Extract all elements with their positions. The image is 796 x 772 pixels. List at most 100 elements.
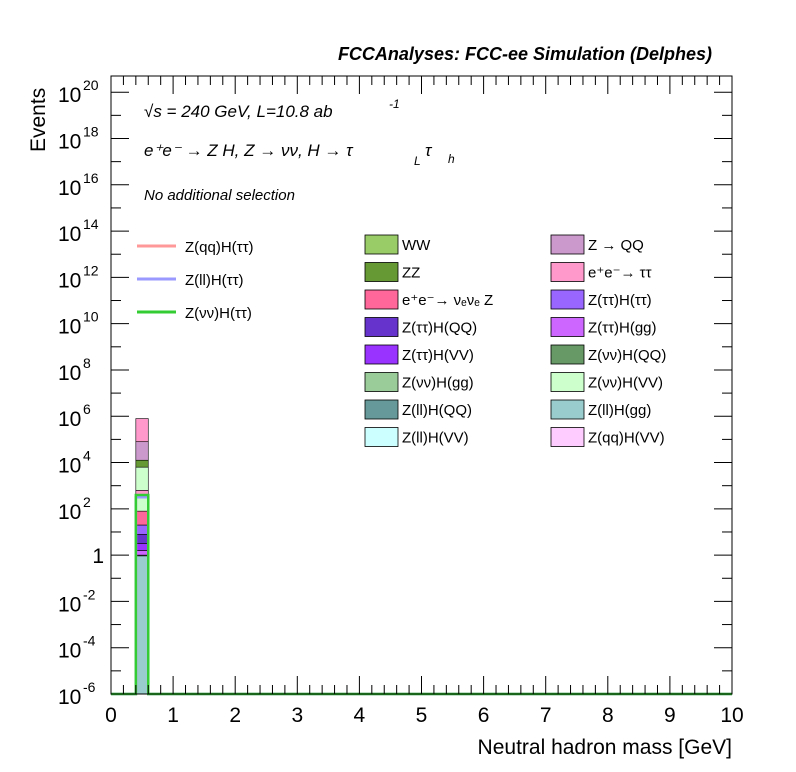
legend-swatch-13 bbox=[550, 399, 585, 420]
bar-segment-Z-QQ-11 bbox=[135, 441, 149, 461]
legend-swatch-9 bbox=[550, 344, 585, 365]
y-tick-exp-13: -6 bbox=[83, 679, 96, 695]
legend-swatch-8 bbox=[364, 344, 399, 365]
x-tick-label-7: 7 bbox=[540, 704, 552, 727]
y-tick-base-12: 10 bbox=[58, 640, 81, 663]
legend-swatch-0 bbox=[364, 234, 399, 255]
y-tick-label-2: 10 16 bbox=[58, 170, 99, 200]
x-axis-label: Neutral hadron mass [GeV] bbox=[478, 736, 732, 759]
process-tau: τ bbox=[425, 141, 433, 160]
legend-swatch-5 bbox=[550, 289, 585, 310]
y-tick-exp-11: -2 bbox=[83, 586, 96, 602]
y-tick-exp-1: 18 bbox=[83, 123, 99, 139]
y-tick-label-1: 10 18 bbox=[58, 123, 99, 153]
legend-signal-label-2: Z(νν)H(ττ) bbox=[185, 305, 252, 322]
y-tick-label-4: 10 12 bbox=[58, 262, 99, 292]
legend-label-3: e⁺e⁻→ ττ bbox=[588, 265, 652, 282]
x-tick-label-10: 10 bbox=[720, 704, 743, 727]
legend-label-13: Z(ll)H(gg) bbox=[588, 402, 651, 419]
legend-swatch-7 bbox=[550, 317, 585, 337]
y-tick-exp-6: 8 bbox=[83, 355, 91, 371]
legend-label-6: Z(ττ)H(QQ) bbox=[402, 320, 477, 337]
annotation-process: e⁺e⁻ → Z H, Z → νν, H → τ L τ h bbox=[144, 141, 455, 168]
legend-swatch-6 bbox=[364, 317, 399, 337]
y-tick-label-6: 10 8 bbox=[58, 355, 91, 385]
stacked-bars bbox=[135, 418, 149, 695]
legend-label-9: Z(νν)H(QQ) bbox=[588, 347, 666, 364]
y-tick-exp-3: 14 bbox=[83, 216, 99, 232]
legend-swatch-10 bbox=[364, 372, 399, 392]
legend-signal-label-0: Z(qq)H(ττ) bbox=[185, 239, 254, 256]
y-tick-base-7: 10 bbox=[58, 408, 81, 431]
x-tick-label-3: 3 bbox=[291, 704, 303, 727]
y-tick-exp-5: 10 bbox=[83, 309, 99, 325]
legend-swatch-2 bbox=[364, 262, 399, 282]
legend-label-4: e⁺e⁻→ νₑνₑ Z bbox=[402, 292, 493, 309]
legend-swatch-12 bbox=[364, 399, 399, 420]
bar-segment-tautau-gg-2 bbox=[135, 550, 149, 556]
bar-segment-tautau-tautau-5 bbox=[135, 524, 149, 535]
annotation-energy: √s = 240 GeV, L=10.8 ab -1 bbox=[144, 97, 400, 121]
y-tick-base-4: 10 bbox=[58, 269, 81, 292]
y-tick-label-12: 10 -4 bbox=[58, 633, 96, 663]
bar-segment-tautau-QQ-4 bbox=[135, 533, 149, 544]
legend-label-7: Z(ττ)H(gg) bbox=[588, 320, 657, 337]
y-tick-exp-7: 6 bbox=[83, 401, 91, 417]
y-tick-label-11: 10 -2 bbox=[58, 586, 96, 616]
legend-signal-label-1: Z(ll)H(ττ) bbox=[185, 272, 244, 289]
y-tick-base-10: 1 bbox=[92, 545, 104, 568]
chart-title: FCCAnalyses: FCC-ee Simulation (Delphes) bbox=[338, 44, 712, 64]
y-tick-label-9: 10 2 bbox=[58, 494, 91, 524]
legend: Z(qq)H(ττ) Z(ll)H(ττ) Z(νν)H(ττ) WW Z → QQ ZZ… bbox=[137, 234, 666, 447]
bar-segment-nunu-VV-9 bbox=[135, 466, 149, 491]
y-tick-label-10: 1 bbox=[92, 545, 104, 568]
energy-text: √s = 240 GeV, L=10.8 ab bbox=[144, 102, 333, 121]
y-tick-exp-8: 4 bbox=[83, 448, 91, 464]
y-tick-exp-9: 2 bbox=[83, 494, 91, 510]
process-subscript-h: h bbox=[448, 152, 455, 166]
y-tick-label-3: 10 14 bbox=[58, 216, 99, 246]
legend-label-14: Z(ll)H(VV) bbox=[402, 430, 469, 447]
y-tick-base-11: 10 bbox=[58, 593, 81, 616]
legend-swatch-14 bbox=[364, 427, 399, 447]
legend-label-8: Z(ττ)H(VV) bbox=[402, 347, 474, 364]
legend-label-5: Z(ττ)H(ττ) bbox=[588, 292, 652, 309]
y-tick-label-0: 10 20 bbox=[58, 77, 99, 107]
y-tick-base-0: 10 bbox=[58, 84, 81, 107]
x-tick-label-9: 9 bbox=[664, 704, 676, 727]
y-tick-base-3: 10 bbox=[58, 223, 81, 246]
process-text: e⁺e⁻ → Z H, Z → νν, H → τ bbox=[144, 141, 354, 160]
y-tick-base-13: 10 bbox=[58, 686, 81, 709]
y-tick-label-7: 10 6 bbox=[58, 401, 91, 431]
legend-swatch-1 bbox=[550, 234, 585, 255]
y-tick-exp-4: 12 bbox=[83, 262, 99, 278]
x-tick-label-2: 2 bbox=[229, 704, 241, 727]
legend-label-2: ZZ bbox=[402, 265, 420, 282]
y-tick-label-13: 10 -6 bbox=[58, 679, 96, 709]
bar-segment-ll-gg-0 bbox=[135, 554, 149, 695]
legend-label-15: Z(qq)H(VV) bbox=[588, 430, 665, 447]
y-tick-base-5: 10 bbox=[58, 316, 81, 339]
legend-swatch-3 bbox=[550, 262, 585, 282]
bar-segment-ee-tautau-12 bbox=[135, 418, 149, 443]
legend-label-1: Z → QQ bbox=[588, 237, 644, 254]
legend-swatch-15 bbox=[550, 427, 585, 447]
legend-swatch-4 bbox=[364, 289, 399, 310]
y-tick-base-9: 10 bbox=[58, 501, 81, 524]
legend-label-12: Z(ll)H(QQ) bbox=[402, 402, 472, 419]
y-tick-label-8: 10 4 bbox=[58, 448, 91, 478]
legend-label-10: Z(νν)H(gg) bbox=[402, 375, 474, 392]
legend-label-11: Z(νν)H(VV) bbox=[588, 375, 663, 392]
x-tick-label-8: 8 bbox=[602, 704, 614, 727]
legend-label-0: WW bbox=[402, 237, 431, 254]
bar-segment-ZZ-10 bbox=[135, 459, 149, 468]
energy-superscript: -1 bbox=[389, 97, 400, 111]
y-tick-base-6: 10 bbox=[58, 362, 81, 385]
x-tick-label-5: 5 bbox=[416, 704, 428, 727]
y-tick-exp-0: 20 bbox=[83, 77, 99, 93]
x-tick-label-4: 4 bbox=[354, 704, 366, 727]
x-tick-label-0: 0 bbox=[105, 704, 117, 727]
y-tick-exp-12: -4 bbox=[83, 633, 96, 649]
